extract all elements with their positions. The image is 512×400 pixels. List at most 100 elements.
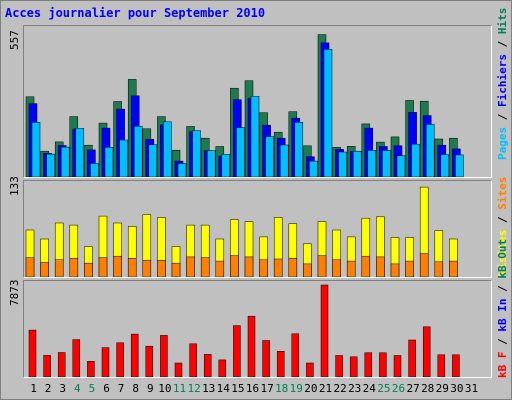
visits-panel-bar-sites-day-25: [376, 256, 385, 277]
day-label-11: 11: [172, 382, 187, 395]
kb-panel-bar-kbf-day-4: [72, 339, 81, 377]
visits-panel-bar-sites-day-20: [303, 263, 312, 277]
hits-panel-bar-pages-day-16: [250, 96, 260, 177]
kb-panel-bar-kbf-day-12: [189, 343, 197, 377]
legend-hits-panel-sep2: /: [496, 34, 509, 55]
legend-hits-panel-pages: Pages: [496, 126, 509, 160]
day-label-29: 29: [435, 382, 449, 395]
visits-panel-bar-sites-day-26: [390, 263, 400, 277]
kb-panel-bar-kbf-day-24: [364, 352, 373, 377]
kb-panel-bar-kbf-day-22: [335, 355, 343, 377]
hits-panel-bar-pages-day-12: [192, 130, 201, 177]
kb-panel-bar-kbf-day-15: [233, 325, 241, 377]
kb-panel-ymax-label: 7873: [8, 279, 21, 307]
visits-panel-bar-visites-day-17: [259, 236, 268, 277]
kb-panel-bar-kbf-day-20: [306, 362, 314, 377]
hits-panel-bar-pages-day-11: [177, 163, 187, 177]
kb-panel-bar-kbf-day-5: [87, 361, 95, 377]
kb-panel-legend: kB F / kB In / kB Out: [496, 239, 509, 378]
kb-panel-bar-kbf-day-3: [57, 352, 66, 377]
visits-panel-bar-visites-day-8: [127, 226, 137, 277]
hits-panel-bar-pages-day-18: [279, 144, 289, 177]
kb-panel-bar-kbf-day-7: [116, 342, 124, 377]
visits-panel-bar-sites-day-19: [288, 258, 298, 277]
visits-panel-bar-sites-day-3: [54, 259, 64, 277]
hits-panel-bar-pages-day-22: [338, 151, 347, 177]
visits-panel-bar-sites-day-14: [215, 260, 225, 277]
visits-panel-bar-visites-day-6: [98, 215, 108, 277]
day-label-3: 3: [59, 382, 66, 395]
day-label-12: 12: [187, 382, 201, 395]
visits-panel-bar-visites-day-22: [332, 229, 341, 277]
kb-panel-bar-kbf-day-16: [247, 315, 256, 377]
hits-panel-bar-pages-day-29: [440, 154, 450, 177]
visits-panel-bar-sites-day-30: [449, 260, 458, 277]
visits-panel-bar-sites-day-17: [259, 259, 268, 277]
kb-panel-bar-kbf-day-2: [43, 355, 51, 377]
kb-panel-bar-kbf-day-8: [130, 333, 139, 377]
kb-panel-bar-kbf-day-9: [145, 345, 154, 377]
visits-panel-bar-visites-day-4: [69, 224, 79, 277]
day-label-5: 5: [88, 382, 96, 395]
visits-panel-bar-visites-day-29: [434, 230, 444, 277]
day-label-1: 1: [30, 382, 37, 395]
visits-panel-bar-visites-day-19: [288, 223, 298, 277]
visits-panel-bar-visites-day-28: [419, 186, 429, 277]
hits-panel-bar-pages-day-26: [396, 155, 406, 177]
kb-panel-bar-kbf-day-28: [422, 326, 431, 377]
kb-panel-bar-kbf-day-6: [101, 347, 110, 377]
hits-panel-bar-pages-day-8: [133, 125, 143, 177]
hits-panel-bar-pages-day-1: [31, 122, 41, 177]
visits-panel-bar-visites-day-25: [376, 216, 385, 277]
hits-panel-bar-pages-day-25: [382, 150, 391, 177]
hits-panel-bar-pages-day-15: [236, 127, 245, 177]
day-label-4: 4: [73, 382, 81, 395]
day-label-13: 13: [202, 382, 216, 395]
day-label-24: 24: [362, 382, 376, 395]
hits-panel-bar-pages-day-7: [119, 139, 128, 177]
kb-panel-bar-kbf-day-26: [393, 355, 402, 377]
visits-panel-bar-visites-day-10: [157, 217, 166, 277]
visits-panel-bar-visites-day-3: [54, 222, 64, 277]
visits-panel-bar-visites-day-27: [405, 237, 414, 277]
kb-panel-bar-kbf-day-10: [160, 335, 168, 377]
hits-panel-bar-pages-day-19: [294, 122, 304, 177]
kb-panel-bar-kbf-day-23: [349, 356, 358, 377]
hits-panel-bar-pages-day-23: [352, 150, 362, 177]
visits-panel-bar-sites-day-28: [419, 253, 429, 277]
day-label-8: 8: [132, 382, 139, 395]
day-label-6: 6: [103, 382, 110, 395]
hits-panel-bar-pages-day-27: [411, 143, 420, 177]
visits-panel-bar-sites-day-9: [142, 260, 152, 277]
visits-panel-bar-sites-day-10: [157, 260, 166, 277]
hits-panel-bar-pages-day-20: [309, 160, 318, 177]
legend-hits-panel-hits: Hits: [496, 7, 509, 35]
hits-panel: [23, 25, 492, 178]
visits-panel-bar-visites-day-2: [40, 238, 49, 277]
visits-panel-bar-sites-day-11: [171, 262, 181, 277]
kb-panel-bar-kbf-day-13: [203, 354, 212, 377]
day-label-21: 21: [318, 382, 333, 395]
hits-panel-bar-pages-day-28: [425, 124, 435, 177]
hits-panel-svg: [25, 34, 464, 177]
visits-panel-bar-sites-day-2: [40, 262, 49, 277]
legend-hits-panel-sep1: /: [496, 107, 509, 127]
visits-panel-bar-sites-day-22: [332, 259, 341, 277]
kb-panel-bar-kbf-day-29: [437, 354, 446, 377]
visits-panel-bar-sites-day-5: [84, 262, 93, 277]
hits-panel-bar-pages-day-9: [148, 144, 158, 177]
visits-panel-svg: [25, 186, 458, 277]
hits-panel-bar-pages-day-10: [163, 121, 172, 177]
visits-panel-bar-visites-day-16: [244, 221, 254, 277]
visits-panel-bar-visites-day-15: [230, 219, 239, 277]
visits-panel-bar-visites-day-30: [449, 238, 458, 277]
hits-panel-bar-pages-day-3: [60, 146, 70, 177]
kb-panel-bar-kbf-day-30: [452, 354, 460, 377]
kb-panel-bar-kbf-day-14: [218, 359, 227, 377]
day-label-30: 30: [450, 382, 464, 395]
kb-panel-bar-kbf-day-1: [28, 329, 37, 377]
visits-panel-bar-sites-day-16: [244, 256, 254, 277]
hits-panel-bar-pages-day-5: [90, 163, 99, 177]
day-label-27: 27: [406, 382, 420, 395]
kb-panel-bar-kbf-day-27: [408, 339, 416, 377]
